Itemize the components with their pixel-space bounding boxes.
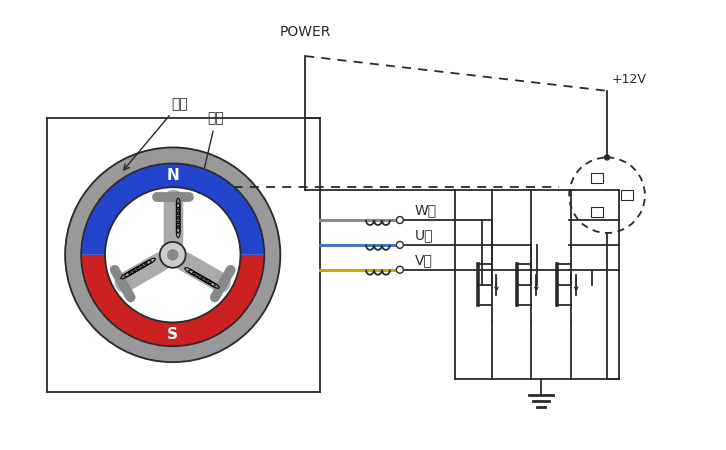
Circle shape [605, 155, 610, 160]
Text: POWER: POWER [280, 25, 331, 39]
Circle shape [160, 242, 186, 268]
Text: U相: U相 [415, 228, 433, 242]
Text: 转子: 转子 [123, 97, 188, 170]
Circle shape [396, 216, 404, 224]
Text: N: N [166, 168, 179, 183]
Bar [621, 190, 633, 200]
Wedge shape [81, 163, 264, 255]
Circle shape [396, 266, 404, 273]
Circle shape [81, 163, 264, 346]
Text: 定子: 定子 [197, 112, 224, 193]
Circle shape [168, 250, 178, 260]
Circle shape [396, 241, 404, 248]
Text: S: S [167, 327, 178, 342]
Circle shape [65, 148, 280, 362]
Bar [591, 207, 603, 217]
Text: V相: V相 [415, 253, 433, 267]
Bar [591, 173, 603, 183]
Text: W相: W相 [415, 203, 437, 217]
Wedge shape [81, 255, 264, 346]
Text: +12V: +12V [612, 73, 647, 86]
